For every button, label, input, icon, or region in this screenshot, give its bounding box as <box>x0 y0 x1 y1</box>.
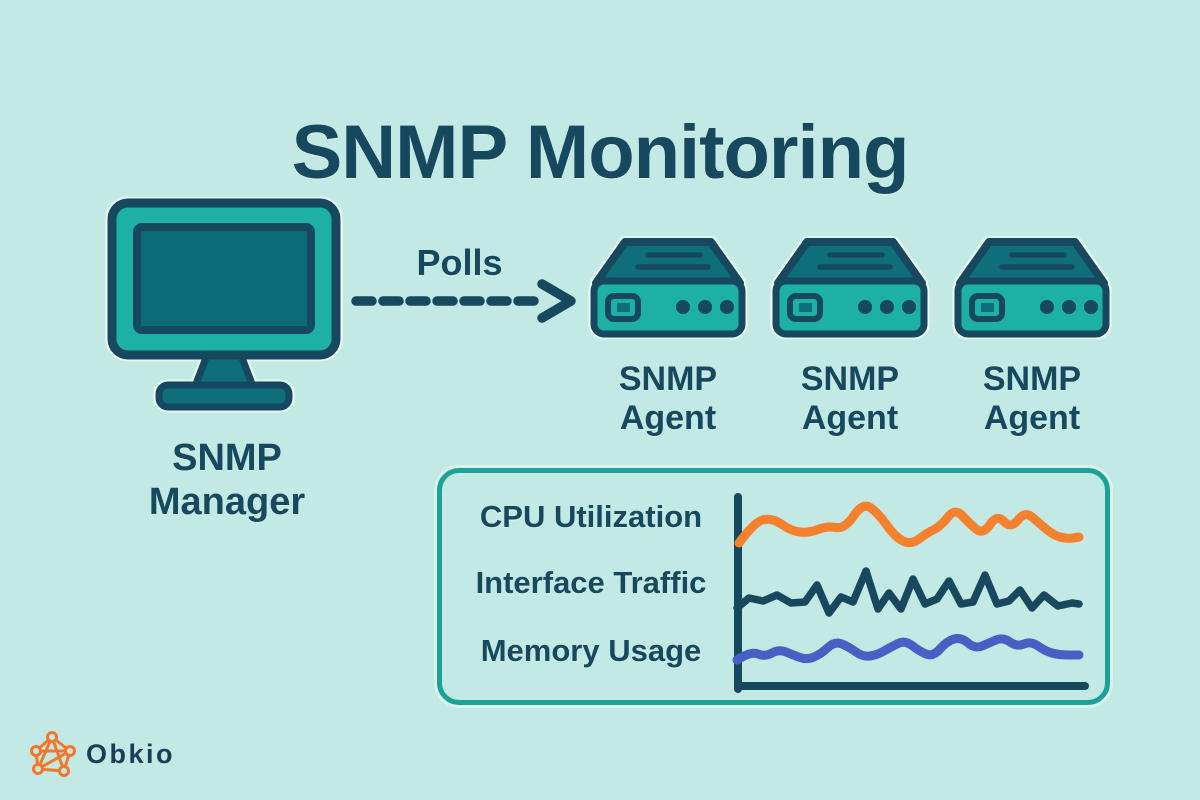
polls-label: Polls <box>416 242 503 283</box>
series-cpu-utilization <box>734 501 1084 548</box>
metrics-panel: CPU Utilization Interface Traffic Memory… <box>437 468 1110 705</box>
snmp-agent-label: SNMP Agent <box>982 360 1082 438</box>
dashed-right-arrow-icon <box>351 279 576 323</box>
server-icon <box>590 238 746 338</box>
snmp-agent-label: SNMP Agent <box>618 360 718 438</box>
snmp-manager-label: SNMP Manager <box>148 437 306 523</box>
metrics-chart <box>732 493 1089 693</box>
series-memory-usage <box>732 634 1084 665</box>
metric-label-memory: Memory Usage <box>480 633 702 668</box>
series-interface-traffic <box>733 567 1083 617</box>
desktop-monitor-icon <box>107 198 341 411</box>
page-title: SNMP Monitoring <box>291 109 910 195</box>
server-icon <box>772 238 928 338</box>
metric-label-cpu: CPU Utilization <box>479 499 703 534</box>
brand-name: Obkio <box>86 739 176 769</box>
brand-logo: Obkio <box>28 729 248 781</box>
server-icon <box>954 238 1110 338</box>
network-graph-icon <box>30 731 76 777</box>
snmp-agent-label: SNMP Agent <box>800 360 900 438</box>
metric-label-traffic: Interface Traffic <box>475 565 707 600</box>
